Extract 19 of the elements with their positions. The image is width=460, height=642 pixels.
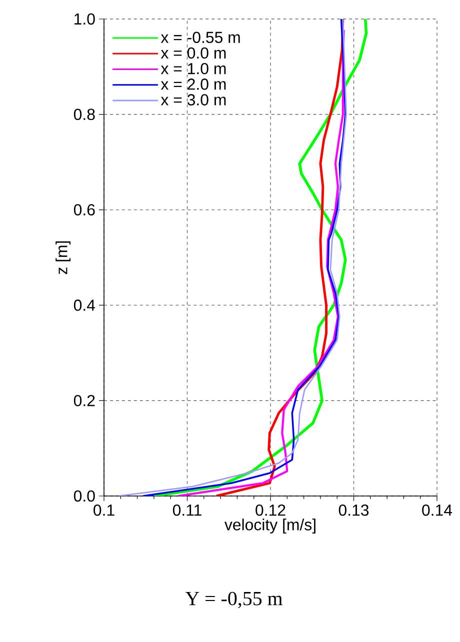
legend-label: x = 3.0 m	[160, 94, 226, 106]
y-tick-label: 1.0	[74, 13, 95, 25]
x-tick-label: 0.1	[94, 504, 114, 516]
x-axis-title: velocity [m/s]	[224, 518, 316, 534]
x-tick-label: 0.11	[172, 504, 202, 516]
y-tick-label: 0.4	[74, 300, 96, 311]
y-axis-title: z [m]	[56, 241, 70, 274]
y-tick-label: 0.6	[74, 204, 95, 216]
text: Y = -0,55 m	[185, 592, 282, 608]
x-tick-label: 0.12	[256, 504, 286, 516]
y-tick-label: 0.8	[74, 108, 95, 120]
legend-label: x = 1.0 m	[160, 62, 226, 74]
y-tick-label: 0.0	[74, 490, 95, 502]
x-tick-label: 0.13	[338, 504, 369, 516]
legend-label: x = -0.55 m	[160, 32, 240, 44]
legend-label: x = 0.0 m	[160, 47, 226, 59]
legend-label: x = 2.0 m	[160, 78, 226, 90]
y-tick-label: 0.2	[74, 394, 95, 406]
x-tick-label: 0.14	[422, 504, 452, 516]
